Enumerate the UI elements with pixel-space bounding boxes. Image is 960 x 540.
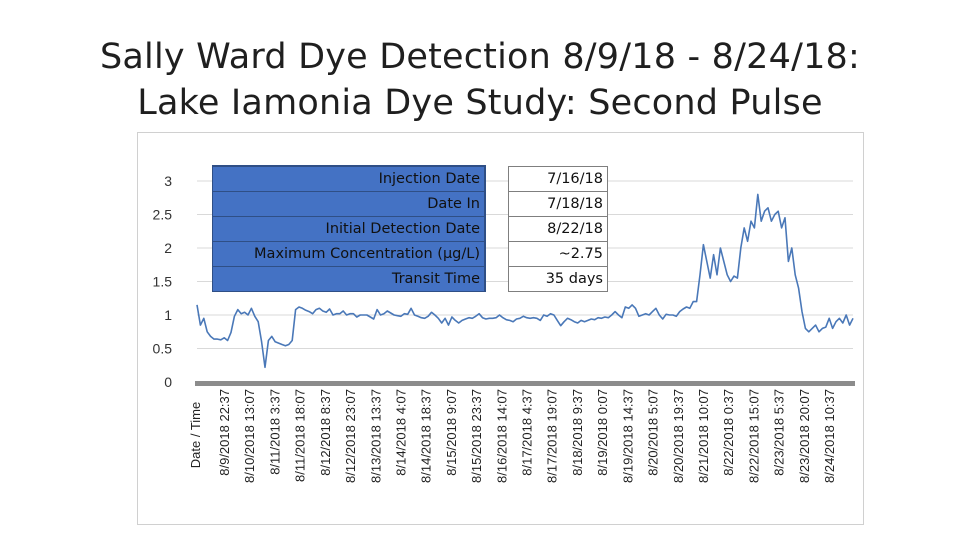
x-tick-label: 8/11/2018 18:07 [293, 389, 308, 482]
info-value: 35 days [508, 266, 608, 292]
info-row: Initial Detection Date 8/22/18 [212, 216, 608, 242]
y-tick-label: 0.5 [153, 341, 173, 357]
x-tick-label: 8/18/2018 9:37 [570, 389, 585, 476]
info-value: 7/18/18 [508, 191, 608, 217]
y-tick-label: 2 [164, 240, 172, 256]
x-tick-label: 8/15/2018 9:07 [444, 389, 459, 476]
x-tick-label: 8/11/2018 3:37 [267, 389, 282, 475]
x-tick-label: 8/13/2018 13:37 [368, 389, 383, 483]
info-row: Injection Date 7/16/18 [212, 165, 608, 192]
info-gap [485, 166, 509, 192]
slide-title-line-1: Sally Ward Dye Detection 8/9/18 - 8/24/1… [99, 37, 860, 77]
slide-title-line-2: Lake Iamonia Dye Study: Second Pulse [137, 83, 823, 123]
y-tick-label: 3 [164, 173, 172, 189]
slide-title: Sally Ward Dye Detection 8/9/18 - 8/24/1… [0, 34, 960, 126]
info-gap [485, 192, 509, 217]
y-tick-label: 1.5 [153, 274, 173, 290]
x-tick-label: 8/14/2018 18:37 [419, 389, 434, 483]
info-label: Maximum Concentration (µg/L) [212, 241, 486, 267]
info-gap [485, 242, 509, 267]
info-gap [485, 267, 509, 292]
info-label: Transit Time [212, 266, 486, 292]
x-tick-label: 8/10/2018 13:07 [242, 389, 257, 483]
x-tick-label: 8/12/2018 23:07 [343, 389, 358, 483]
x-tick-label: 8/22/2018 15:07 [746, 389, 761, 483]
info-value: 8/22/18 [508, 216, 608, 242]
info-label: Injection Date [212, 165, 486, 192]
x-axis-line [195, 381, 855, 386]
y-tick-label: 1 [164, 307, 172, 323]
x-tick-label: 8/24/2018 10:37 [822, 389, 837, 483]
x-tick-label: 8/22/2018 0:37 [721, 389, 736, 476]
info-row: Transit Time 35 days [212, 266, 608, 292]
x-tick-label: 8/19/2018 0:07 [595, 389, 610, 476]
info-row: Date In 7/18/18 [212, 191, 608, 217]
info-label: Date In [212, 191, 486, 217]
dye-info-table: Injection Date 7/16/18 Date In 7/18/18 Initi… [212, 165, 608, 292]
x-tick-label: 8/23/2018 20:07 [797, 389, 812, 483]
info-gap [485, 217, 509, 242]
x-axis [195, 381, 855, 386]
x-tick-label: 8/20/2018 19:37 [671, 389, 686, 483]
x-tick-label: 8/17/2018 19:07 [545, 389, 560, 483]
x-tick-label: 8/20/2018 5:07 [646, 389, 661, 476]
info-row: Maximum Concentration (µg/L) ~2.75 [212, 241, 608, 267]
x-tick-label: 8/17/2018 4:37 [520, 389, 535, 476]
x-tick-label: 8/14/2018 4:07 [394, 389, 409, 476]
y-tick-label: 2.5 [153, 207, 173, 223]
info-value: 7/16/18 [508, 165, 608, 192]
x-tick-label: 8/16/2018 14:07 [494, 389, 509, 483]
x-tick-label: 8/23/2018 5:37 [772, 389, 787, 476]
x-axis-title: Date / Time [188, 402, 203, 468]
info-value: ~2.75 [508, 241, 608, 267]
series-line [196, 193, 854, 369]
line-chart: 0 0.5 1 1.5 2 2.5 3 8/9/2018 22:37 8/10/2018 13… [153, 173, 855, 483]
x-tick-label: 8/19/2018 14:37 [620, 389, 635, 483]
y-tick-label: 0 [164, 374, 172, 390]
y-tick-labels: 0 0.5 1 1.5 2 2.5 3 [153, 173, 173, 390]
x-tick-label: 8/21/2018 10:07 [696, 389, 711, 483]
x-tick-labels: 8/9/2018 22:37 8/10/2018 13:07 8/11/2018 3… [217, 389, 837, 483]
x-tick-label: 8/9/2018 22:37 [217, 389, 232, 476]
x-tick-label: 8/15/2018 23:37 [469, 389, 484, 483]
info-label: Initial Detection Date [212, 216, 486, 242]
x-tick-label: 8/12/2018 8:37 [318, 389, 333, 476]
